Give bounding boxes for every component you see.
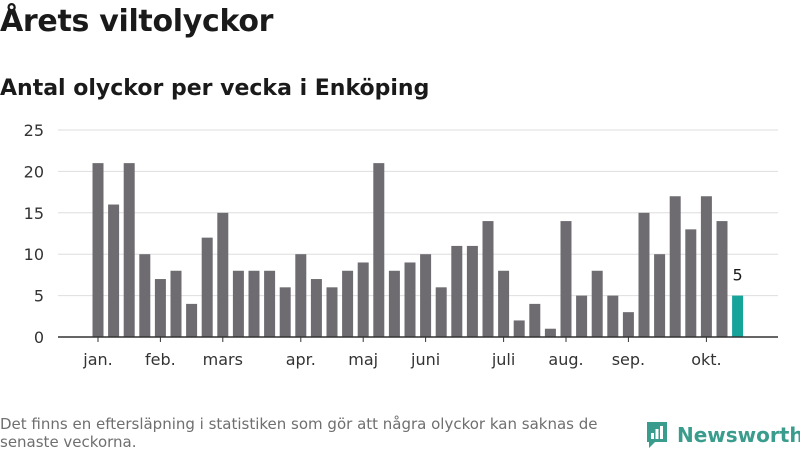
bar: [669, 196, 681, 337]
bar: [295, 254, 307, 337]
bar: [513, 320, 525, 337]
bar: [576, 295, 588, 337]
bar-chart: 0 5 10 15 20 25 jan. feb. mars apr. maj juni juli aug…: [24, 121, 778, 369]
bar: [685, 229, 697, 337]
bar: [326, 287, 338, 337]
bar: [170, 270, 182, 337]
x-tick-label: apr.: [286, 350, 316, 369]
bar: [232, 270, 244, 337]
bar: [404, 262, 416, 337]
bar: [154, 279, 166, 337]
chart-subtitle: Antal olyckor per vecka i Enköping: [0, 76, 430, 101]
chart-title: Årets viltolyckor: [0, 4, 274, 39]
bar: [638, 212, 650, 337]
bar: [357, 262, 369, 337]
bar: [700, 196, 712, 337]
bar: [498, 270, 510, 337]
bar: [544, 328, 556, 337]
bar: [388, 270, 400, 337]
bar: [217, 212, 229, 337]
bar: [279, 287, 291, 337]
bar: [342, 270, 354, 337]
x-tick-label: jan.: [82, 350, 112, 369]
brand-name: Newsworthy: [677, 423, 800, 447]
x-tick-label: okt.: [691, 350, 721, 369]
x-tick-label: maj: [348, 350, 378, 369]
x-tick-label: mars: [203, 350, 243, 369]
bar: [451, 245, 463, 337]
x-tick-label: sep.: [612, 350, 645, 369]
bar: [435, 287, 447, 337]
bar: [139, 254, 151, 337]
bar: [654, 254, 666, 337]
y-tick-label: 20: [24, 162, 44, 181]
bar: [92, 163, 104, 337]
y-tick-label: 0: [34, 328, 44, 347]
bar: [248, 270, 260, 337]
newsworthy-logo[interactable]: Newsworthy: [645, 419, 800, 451]
bar: [622, 312, 634, 337]
bar: [732, 295, 744, 337]
bar-chart-logo-icon: [647, 422, 667, 448]
bar: [310, 279, 322, 337]
bar: [466, 245, 478, 337]
bar: [607, 295, 619, 337]
y-tick-label: 25: [24, 121, 44, 140]
y-tick-label: 10: [24, 245, 44, 264]
y-tick-label: 15: [24, 204, 44, 223]
bar: [373, 163, 385, 337]
bar: [560, 221, 572, 337]
bar: [482, 221, 494, 337]
x-tick-label: feb.: [145, 350, 176, 369]
bar: [123, 163, 135, 337]
bar: [716, 221, 728, 337]
x-tick-label: aug.: [548, 350, 583, 369]
y-tick-label: 5: [34, 287, 44, 306]
bar: [186, 303, 198, 337]
bar: [108, 204, 120, 337]
footnote: Det finns en eftersläpning i statistiken…: [0, 415, 598, 451]
x-tick-label: juli: [491, 350, 515, 369]
bar: [529, 303, 541, 337]
bar: [591, 270, 603, 337]
data-label: 5: [733, 266, 743, 285]
x-tick-label: juni: [410, 350, 440, 369]
bar: [420, 254, 432, 337]
bar: [201, 237, 213, 337]
bar: [264, 270, 276, 337]
